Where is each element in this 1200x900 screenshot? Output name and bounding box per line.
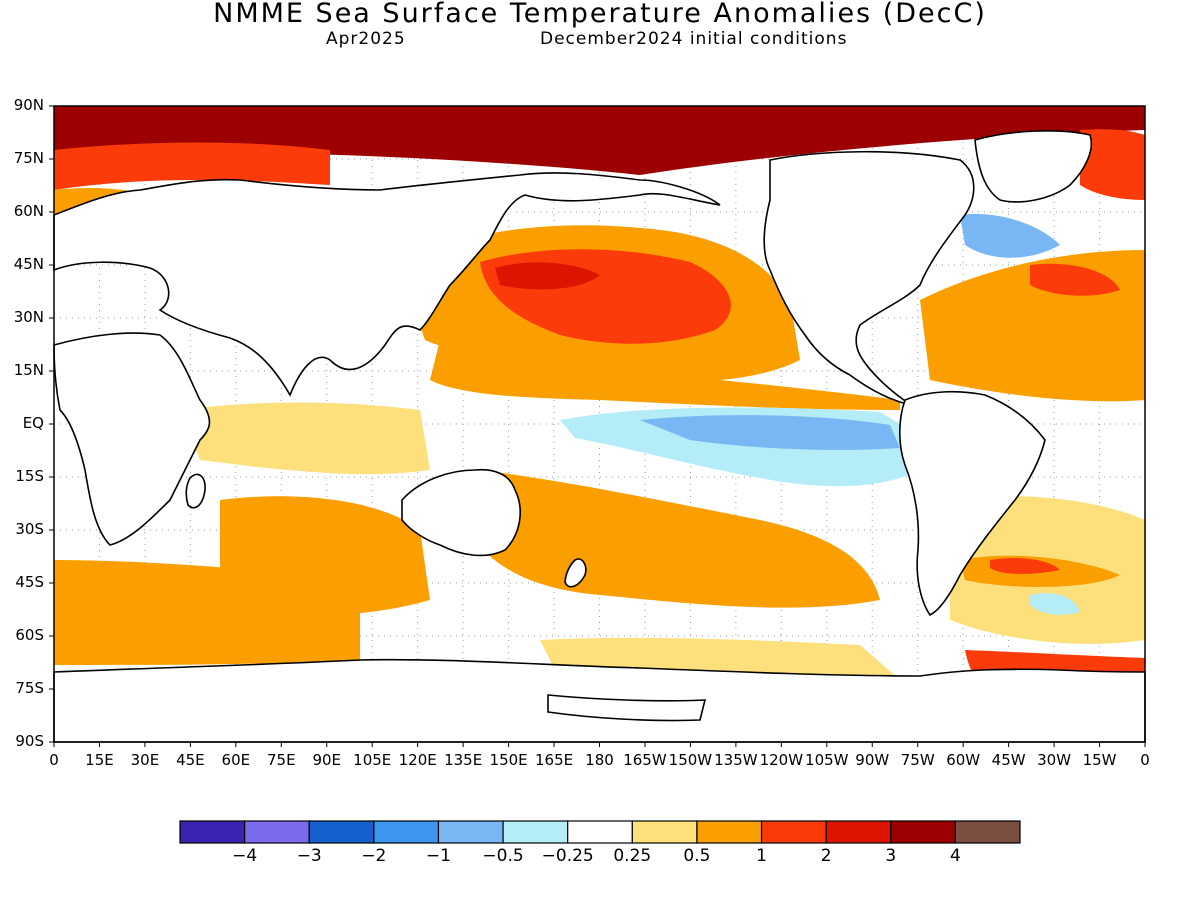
lon-label: 105W (805, 751, 849, 769)
land-africa (53, 332, 211, 546)
lon-label: 180 (585, 751, 614, 769)
legend-label: −0.25 (541, 846, 594, 866)
legend-label: −0.5 (482, 846, 524, 866)
lon-label: 45E (176, 751, 205, 769)
legend-label: 4 (949, 846, 961, 866)
legend-swatch (179, 820, 246, 844)
legend-swatch (760, 820, 827, 844)
legend-label: 3 (885, 846, 897, 866)
lon-label: 165E (534, 751, 574, 769)
anomaly-region (1030, 593, 1080, 615)
lat-label: 60S (15, 626, 44, 644)
legend-label: −1 (425, 846, 451, 866)
lon-label: 75W (900, 751, 935, 769)
page-title: NMME Sea Surface Temperature Anomalies (… (213, 0, 987, 29)
legend-swatch (373, 820, 440, 844)
map-ticks (49, 105, 1146, 747)
legend-label: 0.25 (613, 846, 652, 866)
lat-label: 90N (13, 96, 44, 114)
lon-label: 150W (668, 751, 713, 769)
valid-date-subtitle: Apr2025 (326, 29, 406, 49)
land-north-america (763, 150, 975, 407)
lat-label: 60N (13, 202, 44, 220)
anomaly-region (54, 106, 1145, 175)
lon-label: 30W (1037, 751, 1072, 769)
anomaly-region (54, 560, 360, 665)
anomaly-region (990, 558, 1060, 574)
legend-swatch (308, 820, 375, 844)
lon-label: 0 (49, 751, 59, 769)
lon-label: 120W (759, 751, 804, 769)
land-south-america (899, 390, 1046, 617)
anomaly-region (1080, 129, 1145, 200)
init-conditions-subtitle: December2024 initial conditions (540, 29, 848, 49)
lat-label: EQ (22, 414, 44, 432)
land-new-zealand (564, 558, 587, 588)
anomaly-region (54, 142, 330, 190)
anomaly-region (180, 402, 430, 475)
lon-label: 15E (85, 751, 114, 769)
lat-label: 45N (13, 255, 44, 273)
lon-label: 150E (489, 751, 528, 769)
lon-label: 60E (221, 751, 251, 769)
lon-label: 0 (1140, 751, 1150, 769)
anomaly-region (960, 214, 1060, 258)
land-antarctic-peninsula (547, 694, 707, 722)
lat-label: 30N (13, 308, 44, 326)
anomaly-region (1030, 263, 1120, 296)
land-madagascar (185, 473, 206, 509)
legend-swatch (631, 820, 698, 844)
lat-label: 15S (15, 467, 44, 485)
lon-label: 135E (444, 751, 483, 769)
legend-label: −4 (232, 846, 258, 866)
lat-label: 30S (15, 520, 44, 538)
lon-label: 45W (991, 751, 1026, 769)
anomaly-fields (54, 106, 1145, 697)
lon-label: 120E (398, 751, 437, 769)
land-greenland (974, 130, 1092, 203)
legend-label: −2 (361, 846, 387, 866)
landmasses (53, 130, 1146, 743)
lon-label: 60W (946, 751, 981, 769)
lon-label: 15W (1082, 751, 1117, 769)
lon-label: 105E (353, 751, 392, 769)
anomaly-region (640, 415, 900, 450)
land-eurasia (53, 172, 721, 397)
legend-label: 1 (756, 846, 767, 866)
lat-label: 90S (15, 732, 44, 750)
lat-label: 75S (15, 679, 44, 697)
legend-swatch (954, 820, 1021, 844)
legend-swatch (567, 820, 633, 844)
legend-label: −3 (296, 846, 322, 866)
legend-swatch (502, 820, 569, 844)
lon-label: 30E (130, 751, 160, 769)
anomaly-region (495, 262, 600, 290)
lon-label: 165W (623, 751, 667, 769)
legend-label: 2 (820, 846, 832, 866)
lon-label: 90W (855, 751, 890, 769)
lat-label: 15N (13, 361, 44, 379)
land-australia (401, 468, 521, 557)
lon-label: 135W (714, 751, 758, 769)
lon-label: 75E (266, 751, 296, 769)
lon-label: 90E (312, 751, 342, 769)
lat-label: 75N (13, 149, 44, 167)
legend-swatch (437, 820, 504, 844)
legend-swatch (244, 820, 310, 844)
anomaly-region (430, 340, 900, 410)
lat-label: 45S (15, 573, 44, 591)
legend-label: 0.5 (683, 846, 711, 866)
legend-swatch (825, 820, 892, 844)
legend-swatch (890, 820, 956, 844)
legend-swatch (696, 820, 763, 844)
